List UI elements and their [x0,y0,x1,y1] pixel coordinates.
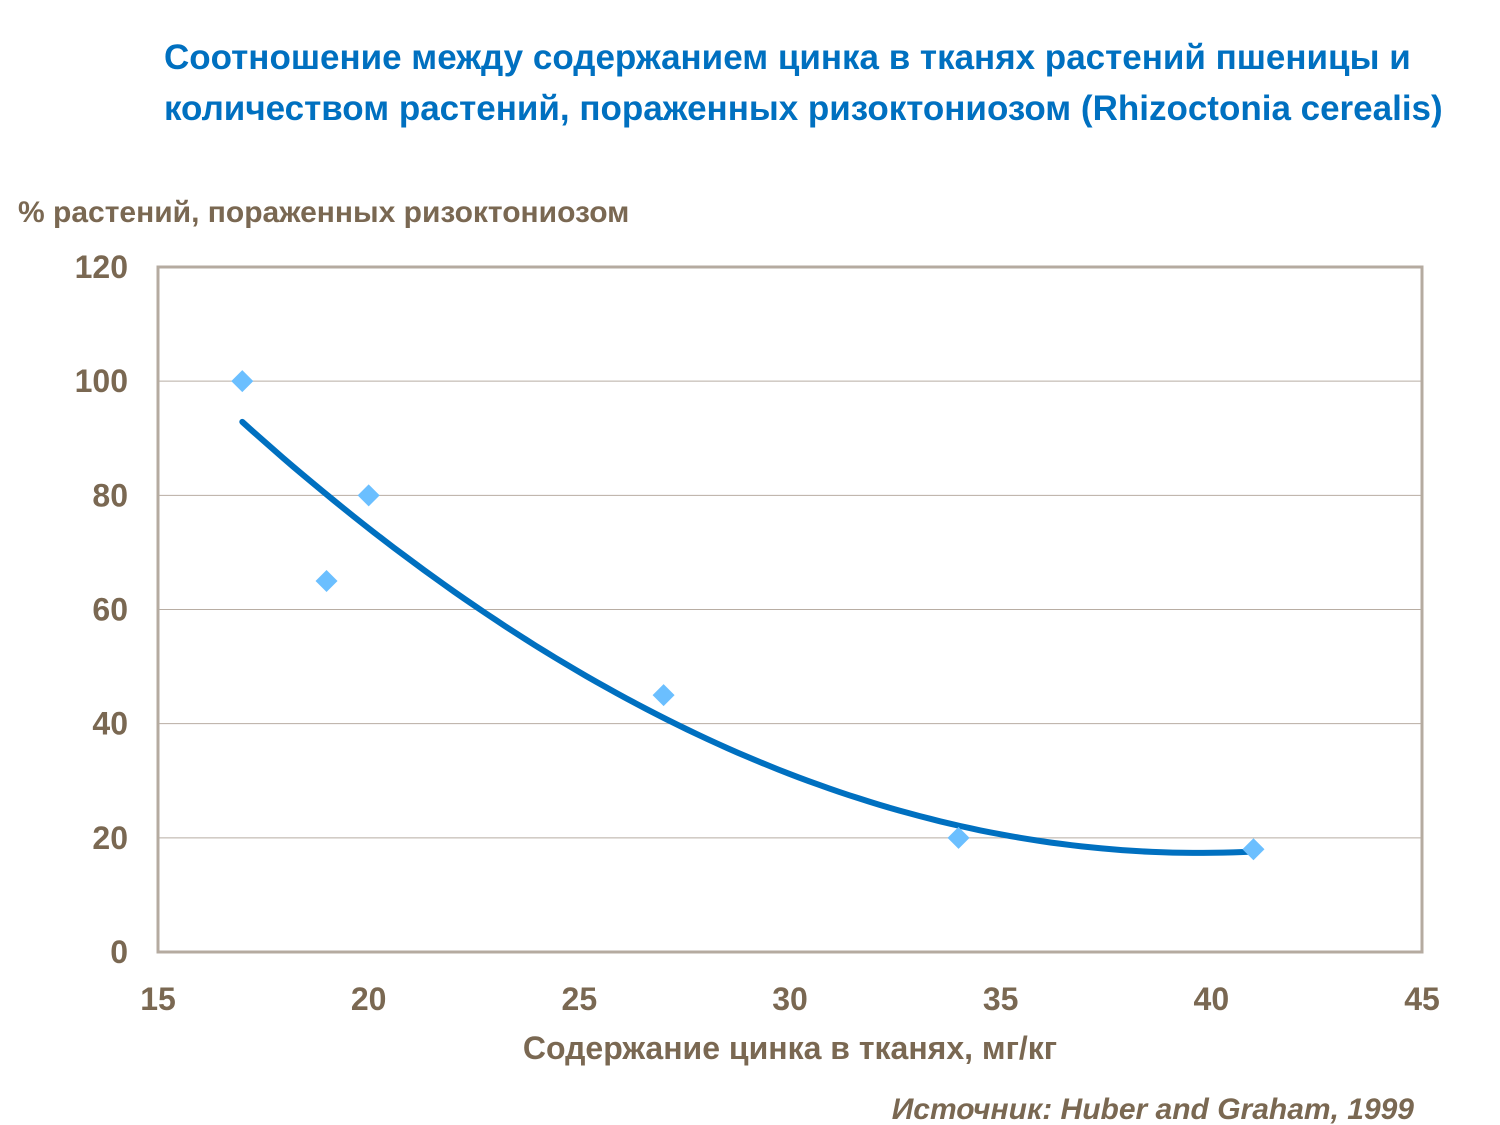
data-point [652,684,675,707]
plot-area-border [156,265,1424,954]
y-axis-label: % растений, пораженных ризоктониозом [18,196,630,229]
y-tick-label: 0 [110,934,128,970]
x-tick-label: 40 [1194,981,1230,1017]
x-tick-label: 30 [772,981,808,1017]
y-tick-label: 80 [92,477,128,513]
y-tick-label: 40 [92,706,128,742]
y-tick-label: 60 [92,592,128,628]
x-tick-label: 35 [983,981,1019,1017]
x-tick-label: 20 [351,981,387,1017]
source-note: Источник: Huber and Graham, 1999 [891,1093,1414,1125]
data-point [1242,838,1265,861]
y-tick-label: 100 [75,363,128,399]
y-tick-label: 20 [92,820,128,856]
data-point [947,826,970,849]
data-point [315,569,338,592]
x-tick-label: 25 [562,981,598,1017]
data-point [231,370,254,393]
y-tick-label: 120 [75,249,128,285]
chart-title: Соотношение между содержанием цинка в тк… [164,38,1443,128]
data-point [357,484,380,507]
x-tick-label: 15 [140,981,176,1017]
trendline [239,418,1257,856]
x-tick-label: 45 [1404,981,1440,1017]
x-axis-label: Содержание цинка в тканях, мг/кг [522,1030,1058,1066]
